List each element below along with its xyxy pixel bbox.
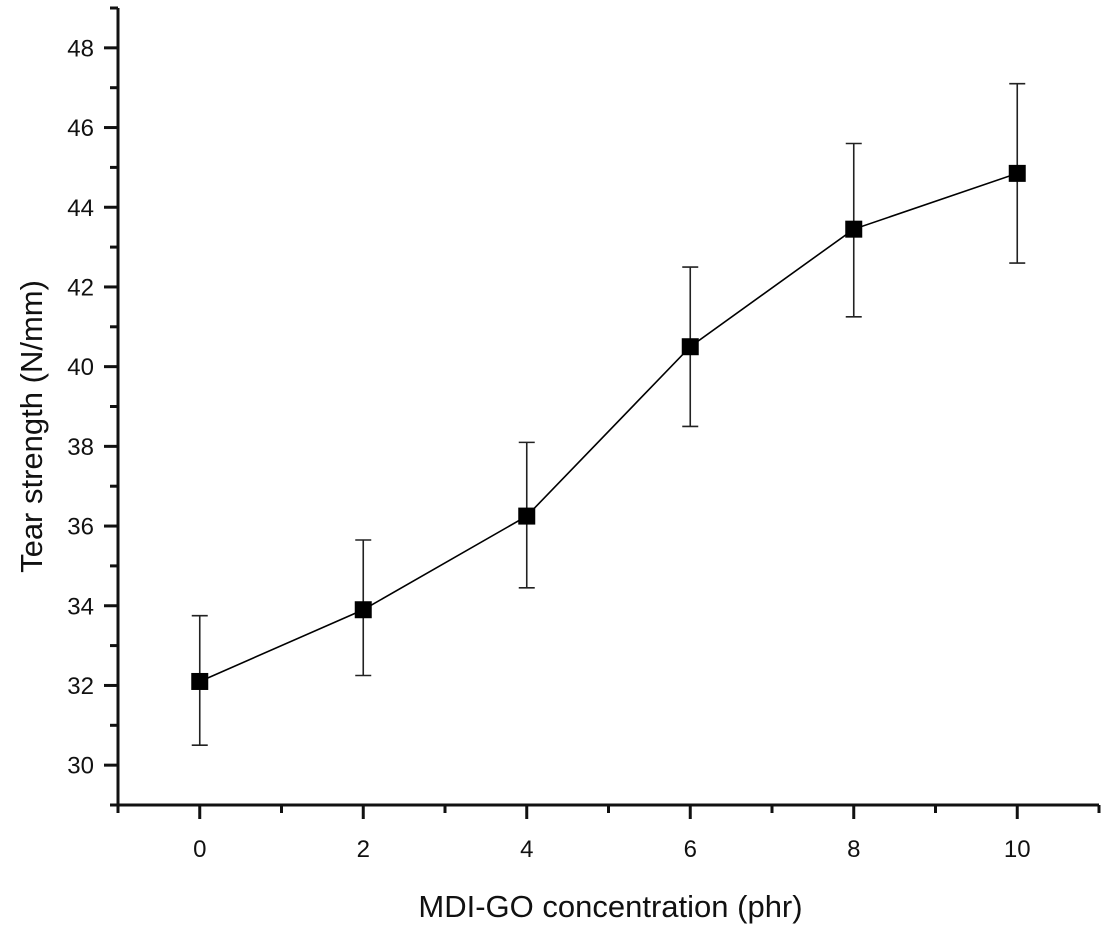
x-tick-label: 8 — [847, 836, 860, 863]
data-point-marker — [191, 672, 209, 690]
data-point-marker — [681, 338, 699, 356]
y-tick-label: 34 — [67, 593, 94, 620]
data-point-marker — [1008, 164, 1026, 182]
y-tick-label: 44 — [67, 195, 94, 222]
y-axis-title: Tear strength (N/mm) — [14, 280, 49, 573]
data-point-marker — [845, 220, 863, 238]
y-tick-label: 30 — [67, 753, 94, 780]
data-point-marker — [354, 601, 372, 619]
x-tick-label: 0 — [193, 836, 206, 863]
y-tick-label: 32 — [67, 673, 94, 700]
y-tick-label: 48 — [67, 35, 94, 62]
x-tick-label: 2 — [357, 836, 370, 863]
x-tick-label: 4 — [520, 836, 533, 863]
series-line — [199, 172, 1018, 683]
x-tick-label: 10 — [1004, 836, 1031, 863]
y-tick-label: 38 — [67, 434, 94, 461]
series-layer — [191, 82, 1026, 747]
x-axis-title: MDI-GO concentration (phr) — [418, 889, 802, 924]
y-ticks: 30 32 34 36 38 40 42 44 46 48 — [67, 6, 118, 807]
y-tick-label: 40 — [67, 354, 94, 381]
axes — [116, 8, 1099, 807]
data-point-marker — [518, 507, 536, 525]
y-tick-label: 42 — [67, 274, 94, 301]
y-tick-label: 46 — [67, 115, 94, 142]
x-ticks: 0 2 4 6 8 10 — [116, 805, 1101, 863]
y-tick-label: 36 — [67, 514, 94, 541]
x-tick-label: 6 — [684, 836, 697, 863]
